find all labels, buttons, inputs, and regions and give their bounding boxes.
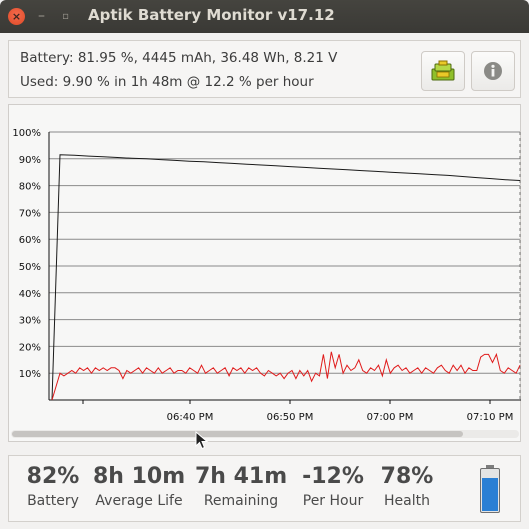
stat-remaining: 7h 41m Remaining: [195, 456, 287, 509]
stat-value: 8h 10m: [93, 464, 186, 489]
stat-health: 78% Health: [379, 456, 435, 509]
about-button[interactable]: [471, 51, 515, 91]
battery-chart: 100% 90% 80% 70% 60% 50% 40% 30% 20% 10% 06:40 PM…: [8, 104, 521, 450]
stat-value: -12%: [302, 464, 364, 489]
battery-info-panel: Battery: 81.95 %, 4445 mAh, 36.48 Wh, 8.…: [8, 40, 521, 98]
close-icon[interactable]: ×: [8, 8, 25, 25]
y-tick-label: 40%: [19, 289, 41, 300]
chart-grid: [49, 131, 520, 374]
stats-panel: 82% Battery 8h 10m Average Life 7h 41m R…: [8, 455, 521, 522]
y-tick-label: 50%: [19, 262, 41, 273]
discharge-rate-line: [51, 351, 521, 401]
mouse-pointer-icon: [195, 431, 209, 450]
y-tick-label: 10%: [19, 369, 41, 380]
maximize-icon[interactable]: ▫: [62, 11, 69, 22]
chart-scrollbar-thumb[interactable]: [12, 431, 463, 437]
x-axis-labels: 06:40 PM 06:50 PM 07:00 PM 07:10 PM: [82, 400, 514, 423]
battery-usage-text: Used: 9.90 % in 1h 48m @ 12.2 % per hour: [20, 74, 314, 90]
y-tick-label: 60%: [19, 235, 41, 246]
y-tick-label: 20%: [19, 342, 41, 353]
y-tick-label: 30%: [19, 316, 41, 327]
stat-battery: 82% Battery: [19, 456, 87, 509]
stat-label: Remaining: [203, 493, 279, 509]
window-title: Aptik Battery Monitor v17.12: [88, 6, 335, 24]
stat-value: 78%: [380, 464, 434, 489]
battery-level-icon: [480, 465, 500, 513]
stat-label: Average Life: [95, 493, 183, 509]
y-tick-label: 70%: [19, 208, 41, 219]
stat-average-life: 8h 10m Average Life: [93, 456, 185, 509]
x-tick-label: 06:50 PM: [267, 412, 314, 423]
x-tick-label: 06:40 PM: [167, 412, 214, 423]
title-bar: × – ▫ Aptik Battery Monitor v17.12: [0, 0, 529, 33]
y-tick-label: 100%: [12, 128, 41, 139]
minimize-icon[interactable]: –: [38, 8, 45, 24]
stat-value: 82%: [26, 464, 80, 489]
stat-value: 7h 41m: [195, 464, 288, 489]
stat-label: Per Hour: [302, 493, 364, 509]
battery-stats-button[interactable]: [421, 51, 465, 91]
info-icon: [484, 62, 502, 80]
y-tick-label: 80%: [19, 182, 41, 193]
charge-level-line: [51, 154, 521, 401]
battery-status-text: Battery: 81.95 %, 4445 mAh, 36.48 Wh, 8.…: [20, 50, 338, 66]
battery-chart-svg: 100% 90% 80% 70% 60% 50% 40% 30% 20% 10% 06:40 PM…: [11, 128, 521, 438]
x-tick-label: 07:10 PM: [467, 412, 514, 423]
stat-label: Battery: [27, 493, 79, 509]
y-tick-label: 90%: [19, 155, 41, 166]
stat-per-hour: -12% Per Hour: [295, 456, 371, 509]
x-tick-label: 07:00 PM: [367, 412, 414, 423]
battery-stats-icon: [431, 60, 455, 81]
stat-label: Health: [384, 493, 430, 509]
chart-series: [51, 154, 521, 401]
y-axis-labels: 100% 90% 80% 70% 60% 50% 40% 30% 20% 10%: [12, 128, 41, 380]
